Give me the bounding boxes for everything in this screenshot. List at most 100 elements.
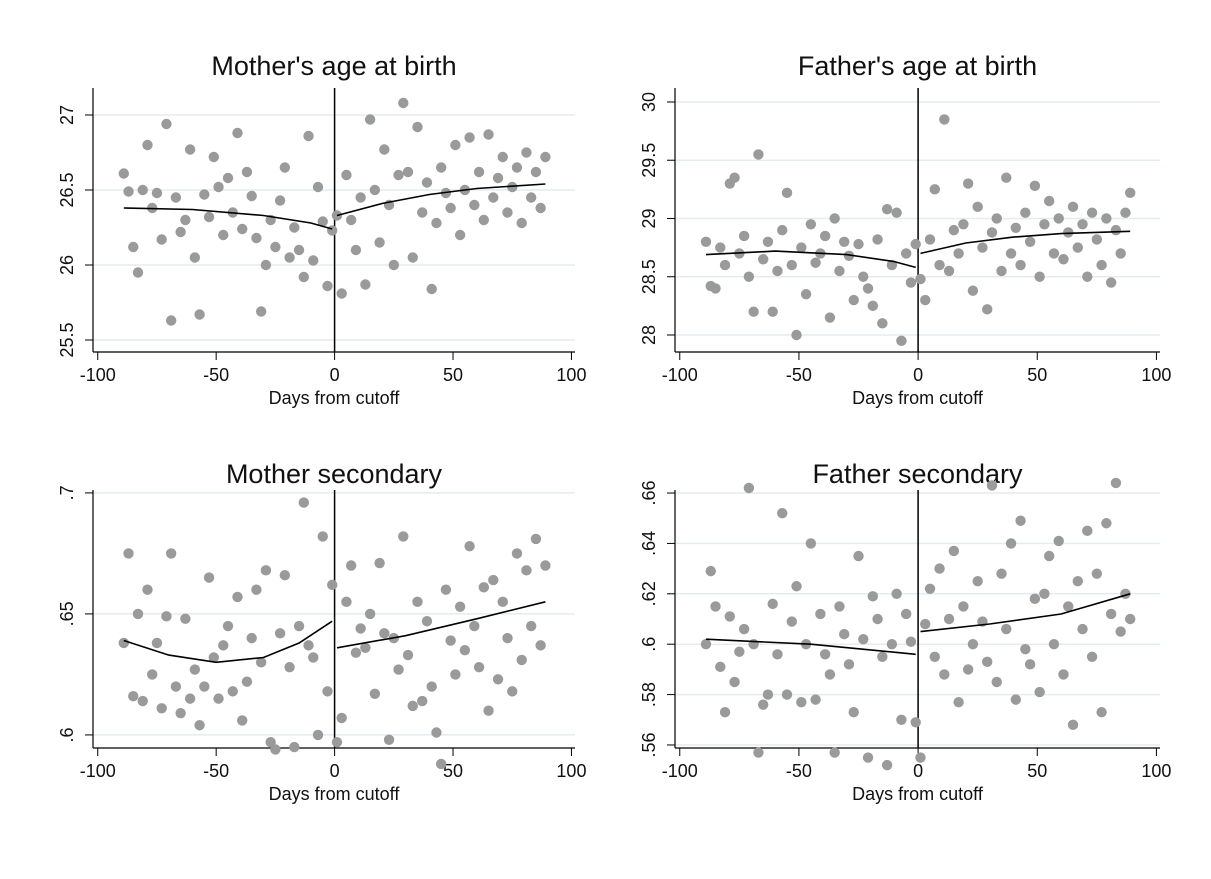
point: [454, 601, 466, 612]
point: [161, 118, 172, 130]
point: [118, 637, 129, 649]
point: [900, 608, 912, 620]
point: [943, 265, 955, 277]
point: [967, 285, 979, 296]
point: [369, 688, 381, 699]
point: [948, 545, 960, 557]
point: [540, 560, 551, 571]
point: [398, 531, 409, 542]
point: [929, 184, 940, 195]
point: [924, 234, 936, 245]
point: [1101, 213, 1112, 224]
point: [279, 162, 291, 173]
x-tick-label: -100: [662, 761, 698, 781]
point: [473, 166, 485, 178]
point: [1067, 201, 1079, 213]
y-tick-label: 28.5: [639, 259, 659, 294]
fit-line: [123, 620, 333, 664]
point: [426, 283, 437, 295]
point: [255, 657, 267, 668]
point: [867, 300, 879, 312]
y-tick-label: 25.5: [57, 322, 77, 357]
point: [345, 560, 357, 571]
point: [241, 166, 253, 178]
point: [222, 172, 234, 184]
point: [412, 121, 423, 133]
point: [374, 237, 385, 248]
point: [298, 271, 310, 283]
point: [1015, 515, 1026, 526]
chart-title: Father's age at birth: [798, 51, 1037, 81]
point: [132, 267, 144, 278]
point: [497, 596, 508, 608]
point: [237, 715, 248, 726]
point: [459, 645, 471, 656]
point: [1115, 626, 1126, 637]
point: [426, 681, 437, 692]
point: [312, 181, 324, 193]
point: [369, 184, 381, 196]
point: [824, 669, 836, 680]
point: [1125, 613, 1136, 625]
point: [175, 707, 186, 719]
point: [137, 184, 148, 196]
point: [753, 149, 764, 160]
point: [478, 214, 490, 226]
point: [886, 259, 898, 271]
point: [986, 227, 998, 238]
point: [260, 565, 272, 576]
point: [1082, 271, 1093, 282]
point: [165, 315, 177, 326]
point: [317, 216, 328, 227]
x-tick-label: 100: [556, 365, 586, 385]
x-axis-label: Days from cutoff: [852, 388, 984, 408]
point: [920, 618, 931, 630]
point: [839, 236, 850, 247]
point: [896, 714, 907, 725]
point: [1048, 638, 1060, 650]
point: [1067, 719, 1079, 731]
point: [1034, 271, 1045, 282]
point: [710, 283, 721, 294]
point: [156, 703, 167, 714]
point: [336, 712, 347, 724]
point: [293, 620, 305, 632]
fit-line: [920, 230, 1131, 255]
point: [232, 127, 243, 139]
point: [924, 583, 936, 594]
point: [218, 640, 229, 651]
point: [972, 201, 983, 213]
point: [251, 584, 262, 595]
point: [762, 689, 774, 700]
point: [421, 177, 433, 188]
point: [222, 620, 234, 632]
x-tick-label: 100: [1141, 365, 1171, 385]
point: [953, 696, 964, 708]
point: [331, 210, 343, 221]
point: [1053, 535, 1064, 547]
point: [781, 187, 793, 199]
point: [161, 611, 172, 622]
point: [303, 130, 314, 142]
point: [469, 199, 480, 211]
y-tick-label: 28: [639, 325, 659, 345]
point: [1020, 207, 1031, 218]
point: [431, 727, 442, 738]
point: [478, 582, 490, 593]
point: [255, 306, 267, 317]
point: [355, 623, 366, 634]
point: [208, 151, 219, 163]
point: [1077, 623, 1088, 635]
x-axis-label: Days from cutoff: [269, 784, 401, 804]
point: [934, 563, 945, 574]
x-tick-label: 100: [556, 761, 586, 781]
point: [331, 736, 343, 748]
point: [862, 752, 874, 763]
point: [393, 169, 404, 181]
point: [1005, 248, 1017, 259]
point: [417, 695, 428, 707]
point: [341, 596, 352, 608]
fit-line: [336, 601, 546, 649]
point: [1077, 219, 1088, 230]
